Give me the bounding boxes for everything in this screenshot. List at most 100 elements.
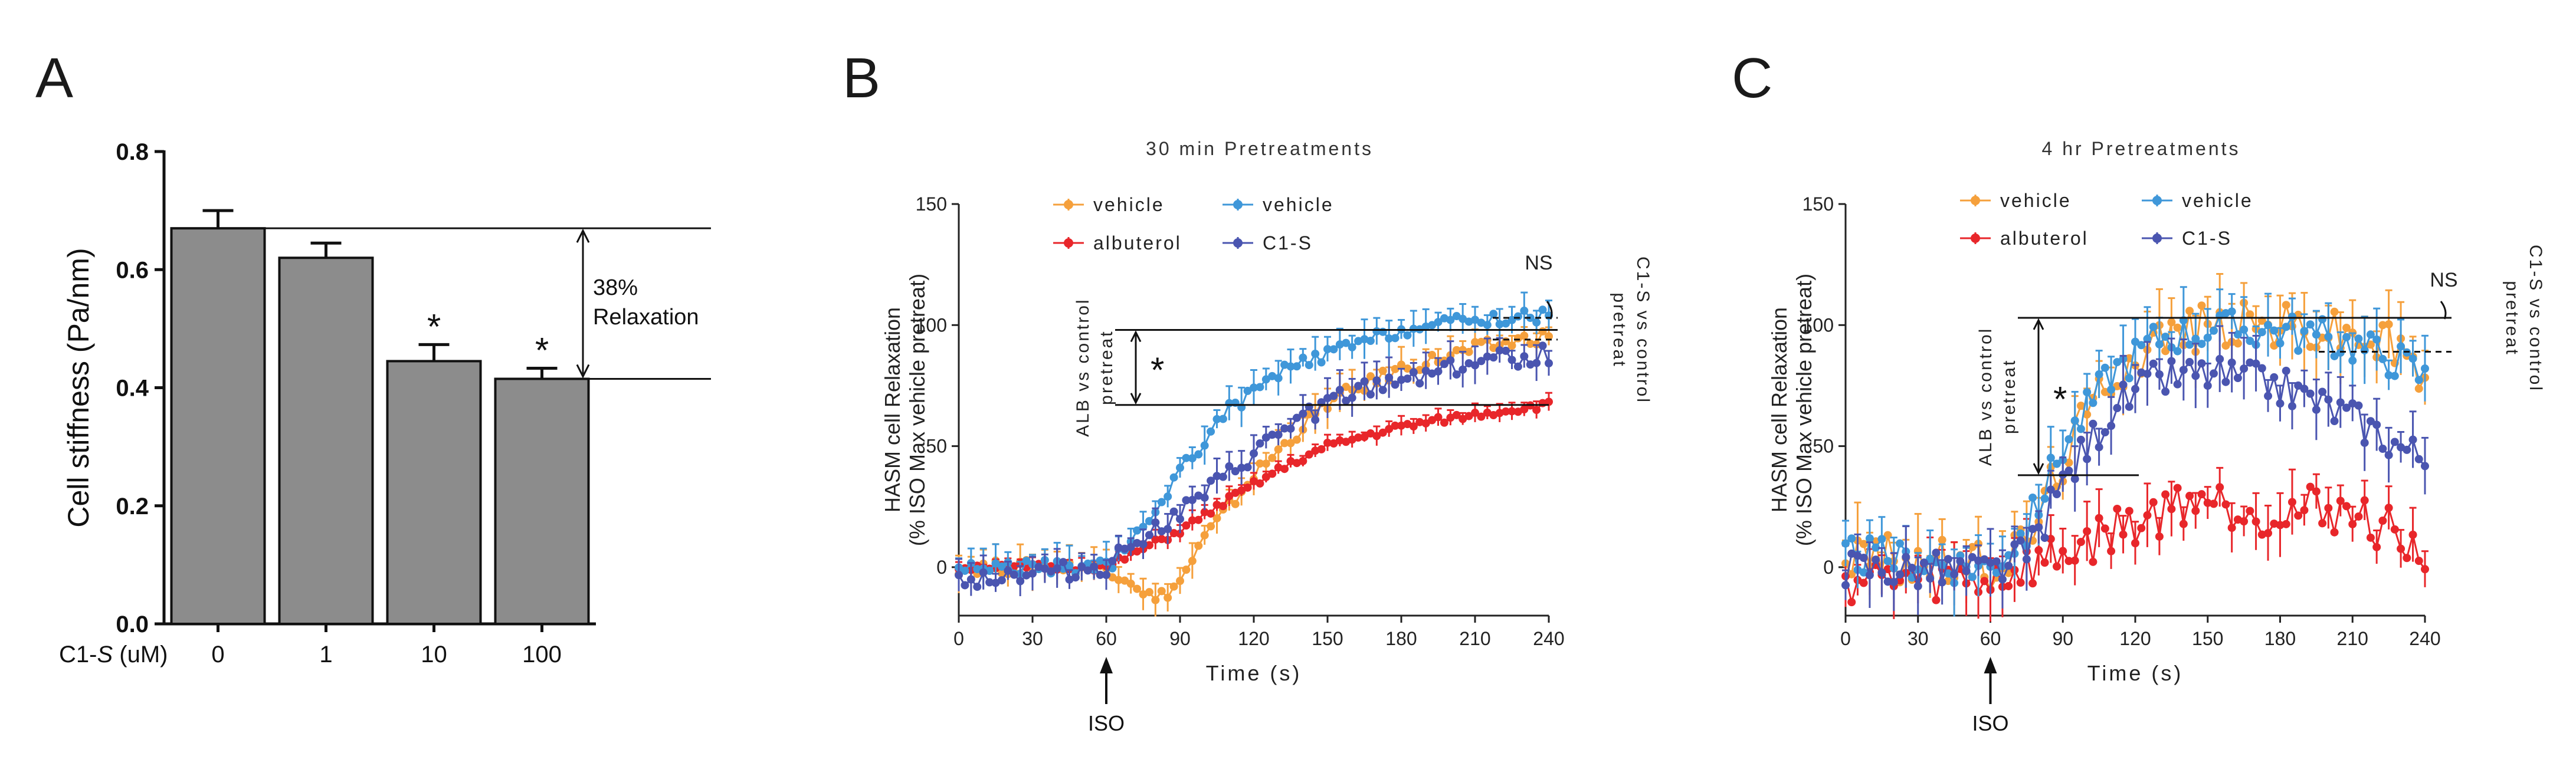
data-point [2336, 398, 2345, 407]
data-point [2330, 417, 2339, 426]
data-point [2191, 334, 2200, 343]
data-point [2276, 339, 2285, 348]
legend-marker [2152, 234, 2162, 243]
data-point [2179, 366, 2188, 374]
legend-label: vehicle [1093, 194, 1165, 215]
data-point [2076, 425, 2085, 433]
x-tick-label: 150 [2192, 628, 2223, 649]
data-point [2161, 387, 2170, 396]
data-point [2197, 340, 2206, 348]
data-point [1452, 410, 1461, 419]
data-point [2312, 330, 2321, 339]
data-point [1077, 563, 1086, 571]
data-point [2354, 334, 2363, 343]
x-tick-label: 0 [953, 628, 964, 649]
data-point [2076, 402, 2085, 410]
data-point [1133, 584, 1142, 593]
data-point [1176, 463, 1184, 472]
data-point [1483, 352, 1492, 361]
chart-title: 30 min Pretreatments [1146, 138, 1374, 159]
data-point [2421, 364, 2429, 373]
data-point [2125, 374, 2133, 383]
data-point [2336, 496, 2345, 505]
data-point [1120, 576, 1129, 585]
data-point [1409, 422, 1418, 431]
data-point [1841, 581, 1850, 590]
data-point [2276, 399, 2285, 408]
data-point [1507, 356, 1516, 364]
data-point [2384, 504, 2393, 512]
data-point [1919, 558, 1928, 567]
data-point [1489, 353, 1498, 362]
data-point [1102, 571, 1110, 580]
data-point [2294, 511, 2303, 520]
data-point [1452, 346, 1461, 354]
data-point [1182, 496, 1191, 505]
data-point [2366, 417, 2375, 426]
data-point [2366, 340, 2375, 349]
panel-label: A [35, 47, 73, 110]
data-point [2240, 364, 2249, 373]
data-point [1464, 412, 1473, 420]
data-point [2342, 333, 2351, 341]
data-point [1847, 534, 1856, 543]
data-point [2378, 445, 2387, 453]
legend-label: C1-S [1263, 232, 1313, 254]
data-point [1926, 574, 1935, 583]
data-point [1902, 553, 1910, 561]
annotation-line-2: Relaxation [593, 305, 699, 330]
data-point [2131, 539, 2139, 548]
data-point [2342, 502, 2351, 511]
data-point [2046, 453, 2055, 462]
data-point [1256, 479, 1264, 488]
data-point [1335, 386, 1344, 394]
data-point [2294, 346, 2303, 355]
data-point [1865, 571, 1874, 580]
data-point [2342, 403, 2351, 412]
data-point [2107, 385, 2116, 394]
data-point [1446, 315, 1455, 324]
data-point [2095, 514, 2103, 522]
data-point [2421, 462, 2429, 471]
data-point [1114, 576, 1123, 584]
data-point [1151, 535, 1160, 544]
data-point [2070, 556, 2079, 565]
data-point [1932, 548, 1941, 557]
data-point [1335, 436, 1344, 445]
data-point [1280, 465, 1289, 474]
significance-star: * [1151, 350, 1164, 390]
y-tick-label: 0 [1823, 557, 1834, 578]
data-point [1182, 453, 1191, 462]
data-point [1968, 553, 1977, 561]
data-point [1090, 562, 1099, 571]
data-point [1071, 573, 1080, 582]
data-point [1538, 341, 1547, 350]
y-tick-label: 150 [916, 193, 947, 215]
data-point [2342, 323, 2351, 332]
data-point [1403, 331, 1412, 340]
data-point [1237, 463, 1246, 472]
data-point [1157, 498, 1166, 507]
data-point [2185, 492, 2194, 501]
arrow-head [2033, 463, 2044, 475]
data-point [1944, 569, 1952, 578]
significance-star: * [535, 330, 549, 370]
y-tick-label: 50 [1813, 436, 1834, 457]
panel-label: B [843, 47, 880, 110]
y-tick-label: 0 [936, 557, 947, 578]
x-tick-label: 1 [319, 642, 332, 668]
x-tick-label: 60 [1096, 628, 1117, 649]
data-point [1502, 346, 1510, 355]
data-point [2372, 542, 2381, 551]
significance-star: * [427, 307, 441, 346]
y-tick-label: 100 [1802, 314, 1834, 336]
data-point [1883, 577, 1892, 586]
data-point [1256, 383, 1264, 392]
data-point [2312, 487, 2321, 496]
data-point [2191, 507, 2200, 515]
data-point [2408, 530, 2417, 539]
data-point [2246, 507, 2254, 515]
data-point [1231, 467, 1240, 476]
legend: vehicle albuterol vehicle C1-S [1960, 190, 2251, 249]
data-point [2403, 445, 2411, 454]
